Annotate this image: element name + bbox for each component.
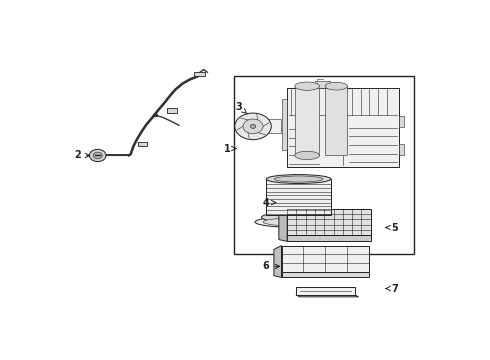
Circle shape xyxy=(235,113,271,140)
Ellipse shape xyxy=(263,218,334,226)
Circle shape xyxy=(250,124,256,129)
Ellipse shape xyxy=(274,176,323,182)
Bar xyxy=(399,116,404,127)
Text: 3: 3 xyxy=(236,102,247,114)
Bar xyxy=(167,108,177,113)
Bar xyxy=(325,86,347,156)
Text: 1: 1 xyxy=(223,144,236,153)
Bar xyxy=(234,76,415,254)
Bar xyxy=(281,246,369,272)
Polygon shape xyxy=(279,209,287,242)
Bar xyxy=(296,287,355,295)
Ellipse shape xyxy=(295,82,319,90)
Ellipse shape xyxy=(295,151,319,159)
Bar xyxy=(287,209,371,235)
Bar xyxy=(287,87,399,167)
Polygon shape xyxy=(281,272,369,278)
Bar xyxy=(315,81,330,87)
Bar xyxy=(295,86,319,156)
Text: 2: 2 xyxy=(74,150,90,161)
Bar xyxy=(266,120,281,133)
Text: 6: 6 xyxy=(263,261,279,271)
Polygon shape xyxy=(274,246,281,278)
Circle shape xyxy=(89,149,106,162)
Ellipse shape xyxy=(325,82,347,90)
Bar xyxy=(194,72,205,76)
Ellipse shape xyxy=(267,175,331,184)
Ellipse shape xyxy=(255,216,342,228)
Bar xyxy=(267,179,331,215)
Circle shape xyxy=(93,152,102,159)
Bar xyxy=(281,99,287,150)
Text: 4: 4 xyxy=(263,198,276,208)
Bar xyxy=(138,141,147,146)
Ellipse shape xyxy=(262,212,336,223)
Bar xyxy=(399,144,404,155)
Polygon shape xyxy=(287,235,371,242)
Text: 7: 7 xyxy=(386,284,398,293)
Circle shape xyxy=(153,114,158,117)
Text: 5: 5 xyxy=(386,222,398,233)
Circle shape xyxy=(243,119,263,134)
Polygon shape xyxy=(296,295,359,297)
